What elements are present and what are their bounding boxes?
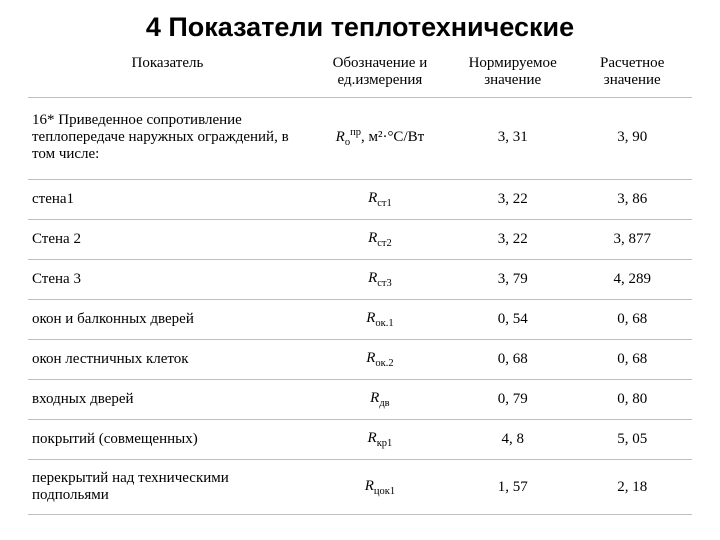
cell-unit: Rст1: [307, 180, 453, 220]
cell-param: окон и балконных дверей: [28, 300, 307, 340]
slide-container: 4 Показатели теплотехнические Показатель…: [0, 0, 720, 515]
cell-norm: 4, 8: [453, 420, 573, 460]
cell-calc: 3, 86: [572, 180, 692, 220]
cell-unit: Rцок1: [307, 460, 453, 515]
table-row: стена1Rст13, 223, 86: [28, 180, 692, 220]
table-body: 16* Приведенное сопротивление теплоперед…: [28, 98, 692, 515]
cell-param: стена1: [28, 180, 307, 220]
table-row: перекрытий над техническими подпольямиRц…: [28, 460, 692, 515]
cell-calc: 3, 877: [572, 220, 692, 260]
cell-calc: 0, 80: [572, 380, 692, 420]
table-row: окон лестничных клетокRок.20, 680, 68: [28, 340, 692, 380]
header-norm: Нормируемое значение: [453, 49, 573, 98]
cell-calc: 0, 68: [572, 340, 692, 380]
cell-calc: 5, 05: [572, 420, 692, 460]
cell-unit: Rст3: [307, 260, 453, 300]
cell-param: 16* Приведенное сопротивление теплоперед…: [28, 98, 307, 180]
cell-calc: 4, 289: [572, 260, 692, 300]
slide-title: 4 Показатели теплотехнические: [28, 12, 692, 43]
header-param: Показатель: [28, 49, 307, 98]
cell-unit: Rок.2: [307, 340, 453, 380]
header-calc: Расчетное значение: [572, 49, 692, 98]
table-row: Стена 2Rст23, 223, 877: [28, 220, 692, 260]
cell-param: Стена 3: [28, 260, 307, 300]
cell-norm: 3, 79: [453, 260, 573, 300]
cell-norm: 3, 31: [453, 98, 573, 180]
cell-unit: Rст2: [307, 220, 453, 260]
header-unit: Обозначение и ед.измерения: [307, 49, 453, 98]
cell-norm: 1, 57: [453, 460, 573, 515]
cell-unit: Roпр, м²·°С/Вт: [307, 98, 453, 180]
cell-param: входных дверей: [28, 380, 307, 420]
table-row: входных дверейRдв0, 790, 80: [28, 380, 692, 420]
cell-calc: 3, 90: [572, 98, 692, 180]
table-row: Стена 3Rст33, 794, 289: [28, 260, 692, 300]
cell-norm: 0, 79: [453, 380, 573, 420]
cell-calc: 0, 68: [572, 300, 692, 340]
cell-norm: 0, 54: [453, 300, 573, 340]
cell-norm: 3, 22: [453, 220, 573, 260]
cell-param: Стена 2: [28, 220, 307, 260]
cell-param: покрытий (совмещенных): [28, 420, 307, 460]
table-row: окон и балконных дверейRок.10, 540, 68: [28, 300, 692, 340]
cell-param: перекрытий над техническими подпольями: [28, 460, 307, 515]
header-row: Показатель Обозначение и ед.измерения Но…: [28, 49, 692, 98]
cell-unit: Rкр1: [307, 420, 453, 460]
table-row: покрытий (совмещенных)Rкр14, 85, 05: [28, 420, 692, 460]
table-row: 16* Приведенное сопротивление теплоперед…: [28, 98, 692, 180]
cell-param: окон лестничных клеток: [28, 340, 307, 380]
cell-norm: 0, 68: [453, 340, 573, 380]
cell-unit: Rдв: [307, 380, 453, 420]
cell-unit: Rок.1: [307, 300, 453, 340]
cell-calc: 2, 18: [572, 460, 692, 515]
cell-norm: 3, 22: [453, 180, 573, 220]
data-table: Показатель Обозначение и ед.измерения Но…: [28, 49, 692, 515]
